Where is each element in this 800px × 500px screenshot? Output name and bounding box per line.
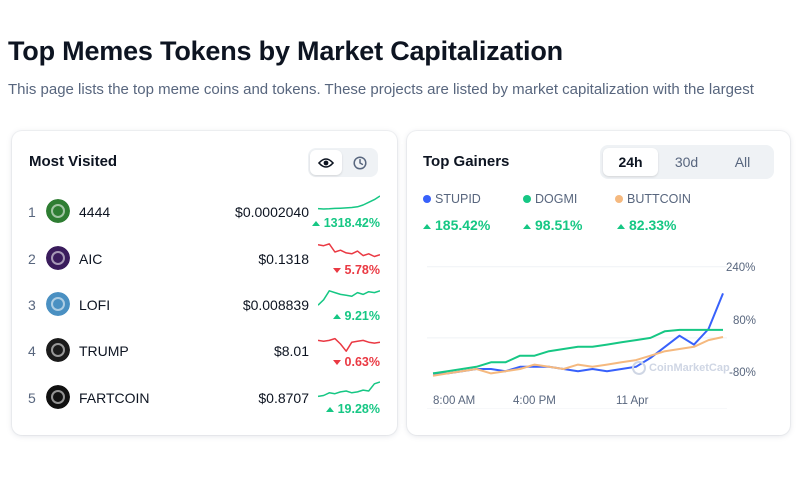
eye-icon — [318, 157, 334, 168]
clock-toggle-button[interactable] — [344, 150, 376, 175]
page-description: This page lists the top meme coins and t… — [8, 81, 754, 98]
legend-buttcoin-change: 82.33% — [617, 217, 676, 233]
coin-name[interactable]: TRUMP — [79, 343, 129, 359]
legend-stupid: STUPID — [423, 192, 481, 208]
coin-change: 9.21% — [332, 309, 380, 323]
page-title: Top Memes Tokens by Market Capitalizatio… — [8, 36, 563, 66]
coin-change: 5.78% — [332, 263, 380, 277]
period-24h-button[interactable]: 24h — [603, 148, 658, 176]
coin-rank: 1 — [28, 204, 36, 220]
coin-price: $0.0002040 — [235, 204, 309, 220]
coin-name[interactable]: 4444 — [79, 204, 111, 220]
y-tick-80: 80% — [733, 315, 757, 327]
coin-change: 0.63% — [332, 355, 380, 369]
coin-logo-icon — [46, 338, 70, 362]
coin-logo-icon — [46, 199, 70, 223]
coin-row-fartcoin[interactable]: 5 FARTCOIN $0.8707 19.28% — [12, 380, 397, 416]
legend-stupid-name: STUPID — [435, 192, 481, 206]
eye-toggle-button[interactable] — [310, 150, 342, 175]
coin-name[interactable]: LOFI — [79, 297, 111, 313]
legend-buttcoin: BUTTCOIN — [615, 192, 691, 208]
coin-rank: 2 — [28, 251, 36, 267]
coin-price: $8.01 — [273, 343, 309, 359]
y-tick-minus-80: -80% — [729, 367, 756, 379]
series-line-buttcoin — [432, 336, 724, 377]
coin-name[interactable]: AIC — [79, 251, 103, 267]
legend-dogmi: DOGMI — [523, 192, 577, 208]
coinmarketcap-watermark: CoinMarketCap — [632, 361, 730, 375]
coin-rank: 5 — [28, 390, 36, 406]
coin-sparkline — [318, 381, 380, 398]
legend-dogmi-name: DOGMI — [535, 192, 578, 206]
series-line-dogmi — [432, 328, 723, 375]
gainers-line-chart — [427, 266, 727, 409]
period-all-button[interactable]: All — [734, 154, 751, 170]
clock-icon — [353, 155, 367, 170]
coin-sparkline — [318, 243, 380, 258]
series-line-stupid — [433, 293, 724, 375]
coin-price: $0.8707 — [258, 390, 309, 406]
coin-logo-icon — [46, 246, 70, 270]
coin-change: 1318.42% — [311, 216, 380, 230]
legend-buttcoin-dot — [615, 195, 623, 203]
coin-sparkline — [318, 337, 380, 352]
coin-name[interactable]: FARTCOIN — [79, 390, 150, 406]
coin-row-trump[interactable]: 4 TRUMP $8.01 0.63% — [12, 333, 397, 369]
coin-logo-icon — [46, 385, 70, 409]
coin-row-lofi[interactable]: 3 LOFI $0.008839 9.21% — [12, 287, 397, 323]
legend-stupid-change: 185.42% — [423, 217, 490, 233]
coin-row-4444[interactable]: 1 4444 $0.0002040 1318.42% — [12, 194, 397, 230]
top-gainers-card: Top Gainers 24h 30d All STUPID DOGMI BUT… — [407, 131, 790, 435]
x-tick-11apr: 11 Apr — [616, 395, 649, 407]
top-gainers-title: Top Gainers — [423, 153, 510, 170]
view-toggle — [308, 148, 378, 177]
coinmarketcap-logo-icon — [632, 361, 646, 375]
most-visited-card: Most Visited 1 4444 $0.0002040 1318.42% 2 AIC… — [12, 131, 397, 435]
legend-dogmi-dot — [523, 195, 531, 203]
period-selector: 24h 30d All — [600, 145, 774, 179]
coin-sparkline — [318, 290, 380, 306]
coin-sparkline — [318, 195, 380, 210]
coin-change: 19.28% — [325, 402, 380, 416]
coin-price: $0.1318 — [258, 251, 309, 267]
x-tick-4pm: 4:00 PM — [513, 395, 556, 407]
legend-stupid-dot — [423, 195, 431, 203]
coin-price: $0.008839 — [242, 297, 309, 313]
y-tick-240: 240% — [726, 262, 756, 274]
legend-dogmi-change: 98.51% — [523, 217, 582, 233]
coin-row-aic[interactable]: 2 AIC $0.1318 5.78% — [12, 241, 397, 277]
x-tick-8am: 8:00 AM — [433, 395, 476, 407]
period-30d-button[interactable]: 30d — [674, 154, 699, 170]
coin-rank: 4 — [28, 343, 36, 359]
legend-buttcoin-name: BUTTCOIN — [627, 192, 691, 206]
coin-logo-icon — [46, 292, 70, 316]
coin-rank: 3 — [28, 297, 36, 313]
most-visited-title: Most Visited — [29, 153, 118, 170]
